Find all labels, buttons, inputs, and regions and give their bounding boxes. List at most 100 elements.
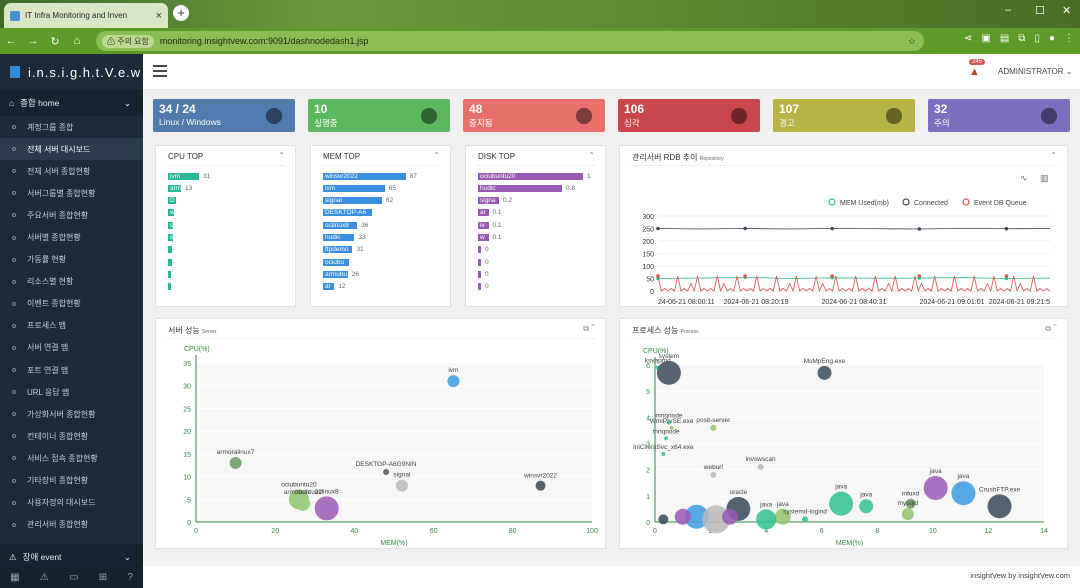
sidebar-item[interactable]: 사용자정의 대시보드 [0, 492, 143, 514]
apps-icon[interactable]: ⊞ [98, 571, 108, 583]
sidebar-item[interactable]: URL 응답 맵 [0, 381, 143, 403]
bar-row[interactable]: winsvr2022 87 [323, 172, 417, 180]
expand-collapse-icons[interactable]: ⧉ ⌃ [1045, 324, 1057, 333]
bar-row[interactable]: ftpdemo 31 [323, 246, 364, 254]
sidebar-item[interactable]: 컨테이너 종합현황 [0, 425, 143, 447]
sidebar-item[interactable]: 가상화서버 종합현황 [0, 403, 143, 425]
bar-row[interactable]: s [168, 221, 177, 229]
profile-avatar[interactable]: ● [1048, 33, 1055, 44]
security-warning[interactable]: ⚠ 주의 요함 [102, 34, 154, 48]
stat-card[interactable]: 107 경고 [773, 99, 915, 132]
sidebar-section-event[interactable]: ⚠ 장애 event ⌄ [0, 544, 143, 570]
sidebar-item[interactable]: 서버 연결 맵 [0, 337, 143, 359]
sidebar-item[interactable]: 가동률 현황 [0, 249, 143, 271]
stat-card[interactable]: 48 중지됨 [463, 99, 605, 132]
sidebar-item[interactable]: 서버그룹별 종합현황 [0, 182, 143, 204]
process-scatter-chart: 012345602468101214CPU(%)MEM(%)ksvapmdsys… [633, 348, 1048, 547]
bar-row[interactable]: ivm 31 [168, 172, 210, 180]
scatter-point [756, 509, 777, 530]
sidebar-item[interactable]: 이벤트 종합현황 [0, 293, 143, 315]
bar-row[interactable]: ar 12 [323, 283, 346, 291]
sidebar-item[interactable]: 전체 서버 종합현황 [0, 160, 143, 182]
bar-row[interactable]: oclinux8 36 [323, 221, 368, 229]
collapse-icon[interactable]: ⌃ [1050, 151, 1057, 160]
collapse-icon[interactable]: ⌃ [278, 151, 285, 160]
bookmark-star-icon[interactable]: ☆ [907, 35, 916, 46]
collapse-icon[interactable]: ⌃ [433, 151, 440, 160]
alert-icon[interactable]: ⚠ [39, 571, 49, 583]
bar-row[interactable]: hudic 33 [323, 234, 366, 242]
forward-icon[interactable]: → [27, 35, 39, 47]
alarm-icon[interactable]: ▲ [969, 66, 980, 78]
x-tick-label: 10 [929, 528, 937, 535]
bar-row[interactable] [168, 258, 176, 266]
hamburger-menu-icon[interactable] [153, 65, 167, 77]
bar-row[interactable] [168, 270, 175, 278]
bar-row[interactable]: 0 [478, 246, 489, 254]
bar-row[interactable]: D [168, 197, 180, 205]
sidebar-item[interactable]: 리소스별 현황 [0, 271, 143, 293]
extension-icon[interactable]: ▣ [981, 33, 991, 44]
bar-row[interactable]: armubu 26 [323, 270, 359, 278]
extension-icon[interactable]: ▤ [999, 33, 1010, 44]
user-menu[interactable]: ADMINISTRATOR ⌄ [998, 67, 1073, 76]
bar-row[interactable]: 0 [478, 258, 489, 266]
sidebar-item[interactable]: 계정그룹 종합 [0, 116, 143, 138]
browser-tab[interactable]: IT Infra Monitoring and Inven × [4, 3, 168, 28]
collapse-icon[interactable]: ⌃ [588, 151, 595, 160]
app-logo[interactable]: i.n.s.i.g.h.t.V.e.w [0, 54, 143, 90]
menu-dots-icon[interactable]: ⋮ [1064, 33, 1074, 44]
sidebar-item[interactable]: 전체 서버 대시보드 [0, 138, 143, 161]
stat-card[interactable]: 32 주의 [928, 99, 1070, 132]
maximize-icon[interactable]: ☐ [1035, 5, 1045, 17]
bar-row[interactable]: signal 62 [323, 197, 393, 205]
back-icon[interactable]: ← [5, 35, 17, 47]
bar-row[interactable]: 0 [478, 283, 489, 291]
sidebar-item[interactable]: 주요서버 종합현황 [0, 204, 143, 226]
close-tab-icon[interactable]: × [155, 9, 162, 22]
sidebar-item[interactable]: 프로세스 맵 [0, 315, 143, 337]
bar-row[interactable]: ivm 65 [323, 184, 396, 192]
bar-row[interactable]: arm 13 [168, 184, 192, 192]
bullet-icon [12, 257, 16, 262]
reload-icon[interactable]: ↻ [50, 35, 60, 48]
bar-row[interactable]: ar 0.1 [478, 209, 502, 217]
puzzle-icon[interactable]: ⧉ [1018, 33, 1026, 44]
minimize-icon[interactable]: – [1005, 4, 1012, 16]
series-line [657, 275, 1051, 293]
bar-row[interactable]: hudic 0.8 [478, 184, 575, 192]
share-icon[interactable]: ⋖ [964, 33, 973, 44]
close-window-icon[interactable]: ✕ [1062, 5, 1072, 17]
monitor-icon[interactable]: ▭ [69, 571, 79, 583]
bar-row[interactable]: iv 0.1 [478, 221, 502, 229]
sidepanel-icon[interactable]: ▯ [1034, 33, 1040, 44]
bar-row[interactable]: s [168, 234, 177, 242]
new-tab-button[interactable]: + [173, 5, 189, 21]
expand-collapse-icons[interactable]: ⧉ ⌃ [583, 324, 595, 333]
sidebar-item[interactable]: 서비스 접속 종합현황 [0, 447, 143, 469]
sidebar-item[interactable]: 서버별 종합현황 [0, 226, 143, 248]
bar-row[interactable] [168, 246, 176, 254]
address-bar[interactable]: ⚠ 주의 요함 monitoring.insightvew.com:9091/d… [96, 31, 924, 51]
stat-card[interactable]: 10 실행중 [308, 99, 450, 132]
bar-row[interactable]: w 0.1 [478, 234, 502, 242]
y-tick-label: 30 [183, 384, 191, 391]
sidebar-item[interactable]: 관리서버 종합현황 [0, 514, 143, 536]
grid-icon[interactable]: ▦ [10, 571, 20, 583]
bar-fill [478, 270, 481, 278]
bar-row[interactable]: ociubuntu20 1 [478, 172, 591, 180]
help-icon[interactable]: ? [127, 571, 133, 583]
sidebar-section-home[interactable]: ⌂ 종합 home ⌄ [0, 90, 143, 116]
stat-card[interactable]: 106 심각 [618, 99, 760, 132]
bar-row[interactable]: ociubu [323, 258, 353, 266]
bar-row[interactable]: w [168, 209, 178, 217]
sidebar-item[interactable]: 포트 연결 맵 [0, 359, 143, 381]
bar-row[interactable]: 0 [478, 270, 489, 278]
legend-label: MEM Used(mb) [840, 200, 889, 207]
bar-row[interactable] [168, 283, 175, 291]
bar-row[interactable]: DESKTOP-A6 [323, 209, 376, 217]
stat-card[interactable]: 34 / 24 Linux / Windows [153, 99, 295, 132]
bar-row[interactable]: signa 0.2 [478, 197, 512, 205]
sidebar-item[interactable]: 기타장비 종합현황 [0, 470, 143, 492]
home-icon[interactable]: ⌂ [73, 35, 81, 47]
